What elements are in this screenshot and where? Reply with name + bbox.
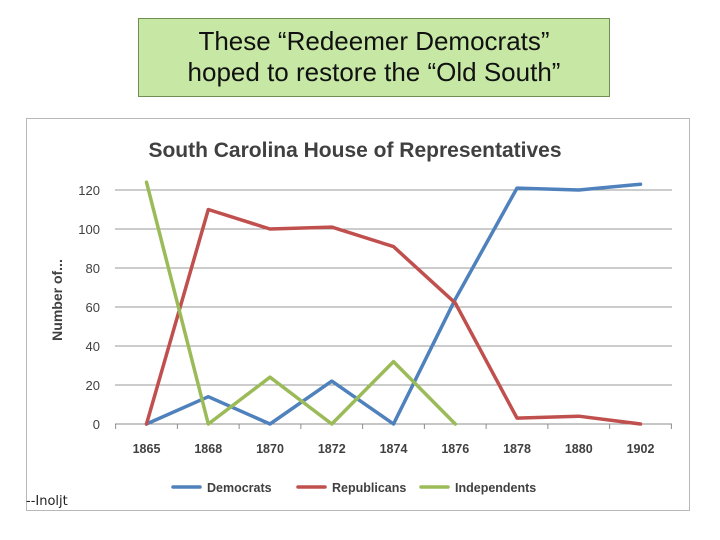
y-tick-label: 40 [86,339,100,354]
x-tick-label: 1878 [503,442,531,456]
series-line-independents [144,180,458,426]
x-tick-label: 1868 [194,442,222,456]
y-tick-label: 60 [86,300,100,315]
legend-label-republicans: Republicans [332,481,406,495]
y-axis-label: Number of... [49,259,65,341]
legend-label-democrats: Democrats [207,481,272,495]
series-line-democrats [144,182,643,426]
chart-frame [26,118,690,511]
y-tick-label: 20 [86,378,100,393]
slide-title-box: These “Redeemer Democrats” hoped to rest… [138,18,610,97]
x-tick-label: 1865 [133,442,161,456]
series-line-republicans [144,207,643,426]
slide-title-line-1: These “Redeemer Democrats” [198,26,550,56]
y-tick-label: 0 [93,417,100,432]
x-tick-label: 1876 [441,442,469,456]
x-tick-label: 1872 [318,442,346,456]
y-tick-label: 100 [78,222,100,237]
x-tick-label: 1874 [380,442,408,456]
slide-title-line-2: hoped to restore the “Old South” [187,57,561,87]
legend-label-independents: Independents [455,481,536,495]
image-credit: --Inoljt [26,494,68,509]
x-tick-label: 1902 [627,442,655,456]
y-tick-label: 80 [86,261,100,276]
y-tick-label: 120 [78,183,100,198]
x-tick-label: 1870 [256,442,284,456]
x-tick-label: 1880 [565,442,593,456]
chart-title: South Carolina House of Representatives [148,139,561,162]
